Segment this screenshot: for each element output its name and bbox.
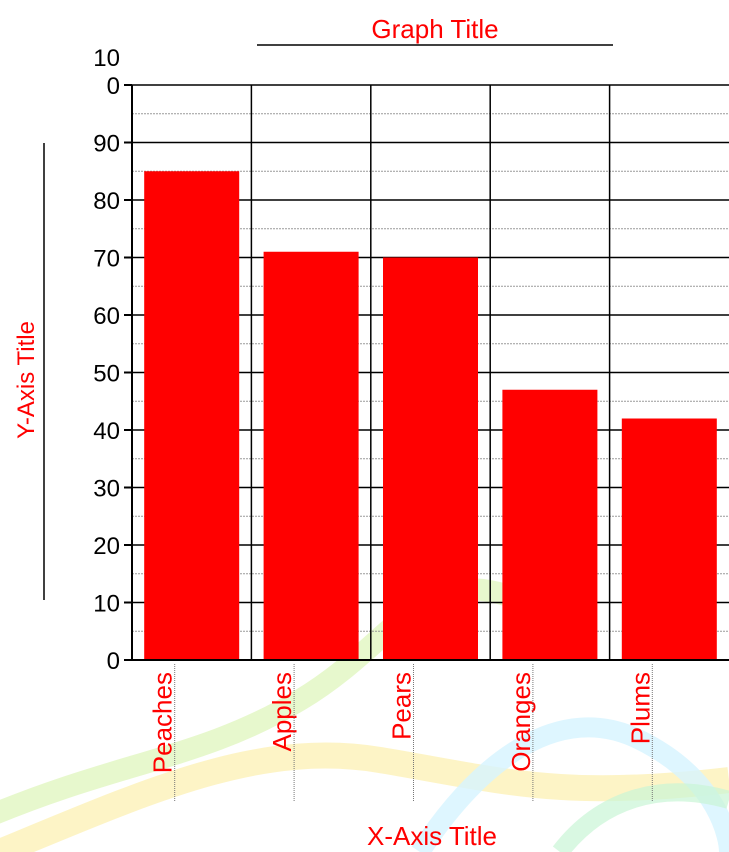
y-tick-label: 0	[107, 648, 120, 675]
x-tick-label: Pears	[387, 672, 417, 740]
y-tick-label: 0	[107, 73, 120, 100]
y-tick-label: 60	[93, 303, 120, 330]
y-tick-label: 10	[93, 591, 120, 618]
bar-peaches	[144, 171, 240, 660]
y-tick-label: 70	[93, 246, 120, 273]
bar-plums	[621, 418, 717, 660]
y-tick-label: 10	[93, 45, 120, 72]
bars	[144, 171, 717, 660]
bar-apples	[263, 251, 359, 660]
x-tick-label: Plums	[625, 672, 655, 744]
y-tick-label: 30	[93, 476, 120, 503]
x-tick-labels: Peaches Apples Pears Oranges Plums	[148, 664, 655, 802]
y-tick-label: 50	[93, 361, 120, 388]
x-tick-label: Apples	[267, 672, 297, 752]
y-tick-label: 90	[93, 131, 120, 158]
y-tick-label: 40	[93, 418, 120, 445]
x-tick-label: Peaches	[148, 672, 178, 773]
x-tick-label: Oranges	[506, 672, 536, 772]
chart-title: Graph Title	[371, 14, 498, 44]
y-axis-title: Y-Axis Title	[13, 321, 40, 439]
bar-oranges	[502, 389, 598, 660]
y-tick-label: 20	[93, 533, 120, 560]
bar-pears	[383, 257, 478, 660]
y-tick-label: 80	[93, 188, 120, 215]
axes	[124, 84, 729, 661]
x-axis-title: X-Axis Title	[367, 821, 497, 851]
